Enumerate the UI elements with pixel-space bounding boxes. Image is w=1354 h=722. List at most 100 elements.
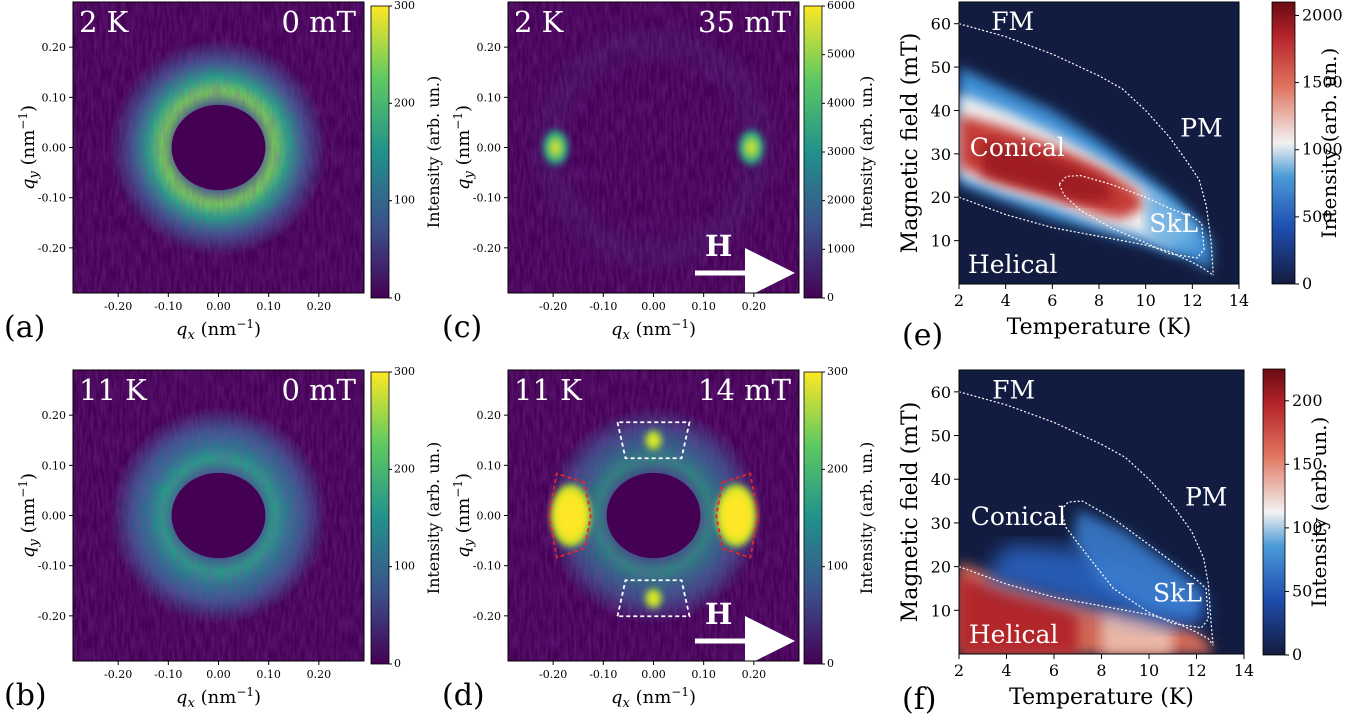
y-tick-label: -0.20 bbox=[473, 242, 501, 255]
colorbar-tick-label: 4000 bbox=[827, 96, 855, 109]
x-tick-label: -0.20 bbox=[539, 300, 567, 313]
panel-label: (a) bbox=[4, 310, 45, 345]
x-tick-label: -0.10 bbox=[589, 300, 617, 313]
panel-b: 11 K 0 mT -0.20 -0.10 0.00 0.10 0.20 0.20 0.10 0.… bbox=[4, 365, 443, 713]
y-tick-label: 40 bbox=[931, 101, 951, 120]
colorbar-tick-label: 100 bbox=[1292, 518, 1323, 537]
colorbar-tick-label: 200 bbox=[1292, 391, 1323, 410]
y-tick-label: -0.20 bbox=[38, 242, 66, 255]
colorbar-label: Intensity (arb. un.) bbox=[857, 442, 876, 595]
x-tick-label: 2 bbox=[954, 291, 964, 310]
panel-label: (b) bbox=[4, 678, 47, 713]
x-tick-label: 10 bbox=[1139, 661, 1159, 680]
colorbar-tick-label: 0 bbox=[394, 291, 401, 304]
plot-area: 11 K 0 mT bbox=[73, 370, 364, 661]
field-arrow-label: H bbox=[705, 597, 732, 631]
x-tick-label: 4 bbox=[1001, 661, 1011, 680]
x-tick-label: 0.20 bbox=[742, 300, 767, 313]
colorbar-tick-label: 500 bbox=[1302, 207, 1333, 226]
axis-label-y: qy (nm−1) bbox=[16, 473, 42, 558]
x-tick-label: 0.20 bbox=[307, 668, 332, 681]
colorbar-tick-label: 50 bbox=[1292, 581, 1312, 600]
colorbar-tick-label: 300 bbox=[827, 365, 848, 378]
axis-label-x: qx (nm−1) bbox=[176, 685, 261, 711]
field-label: 14 mT bbox=[698, 373, 792, 407]
y-tick-label: 50 bbox=[931, 58, 951, 77]
skl-phase-boundary bbox=[1058, 174, 1205, 259]
x-axis-label: Temperature (K) bbox=[1007, 315, 1192, 340]
y-tick-label: 0.20 bbox=[477, 409, 502, 422]
colorbar bbox=[1262, 368, 1286, 656]
temperature-label: 11 K bbox=[514, 373, 583, 407]
colorbar-tick-label: 0 bbox=[1292, 645, 1302, 664]
x-tick-label: 8 bbox=[1096, 661, 1106, 680]
x-tick-label: 0.20 bbox=[742, 668, 767, 681]
panel-label: (d) bbox=[442, 678, 485, 713]
panel-f: FM PM Conical SkL Helical 2 4 6 8 10 12 14 10 20 30 40 5… bbox=[898, 368, 1331, 717]
panel-label: (f) bbox=[902, 682, 937, 717]
y-tick-label: -0.10 bbox=[473, 192, 501, 205]
skl-phase-boundary bbox=[1060, 500, 1210, 629]
y-tick-label: -0.10 bbox=[38, 192, 66, 205]
colorbar-tick-label: 0 bbox=[827, 291, 834, 304]
panel-label: (c) bbox=[442, 310, 482, 345]
y-tick-label: 0.10 bbox=[42, 459, 67, 472]
integration-sector bbox=[616, 421, 691, 460]
bragg-peak bbox=[714, 481, 759, 550]
colorbar-tick-label: 200 bbox=[827, 462, 848, 475]
colorbar bbox=[803, 5, 823, 299]
colorbar-label: Intensity (arb. un.) bbox=[424, 76, 443, 229]
colorbar-label: Intensity (arb. un.) bbox=[1317, 48, 1341, 239]
x-tick-label: 0.00 bbox=[206, 300, 231, 313]
y-tick-label: 0.20 bbox=[42, 409, 67, 422]
plot-area: 11 K 14 mT H bbox=[508, 370, 799, 661]
skl-intensity bbox=[1073, 509, 1204, 619]
region-label-conical: Conical bbox=[971, 502, 1066, 531]
colorbar bbox=[370, 5, 390, 299]
y-tick-label: -0.20 bbox=[473, 610, 501, 623]
y-tick-label: 30 bbox=[931, 145, 951, 164]
colorbar bbox=[803, 371, 823, 665]
y-tick-label: 60 bbox=[931, 383, 951, 402]
region-label-conical: Conical bbox=[970, 133, 1065, 162]
region-label-pm: PM bbox=[1185, 482, 1227, 511]
axis-label-y: qy (nm−1) bbox=[16, 105, 42, 190]
x-tick-label: -0.20 bbox=[104, 300, 132, 313]
colorbar-tick-label: 3000 bbox=[827, 145, 855, 158]
y-tick-label: 20 bbox=[931, 188, 951, 207]
axis-label-y: qy (nm−1) bbox=[451, 473, 477, 558]
y-tick-label: 60 bbox=[931, 15, 951, 34]
conical-helical-boundary bbox=[959, 196, 1214, 276]
y-axis-label: Magnetic field (mT) bbox=[898, 33, 923, 254]
y-tick-label: 20 bbox=[931, 558, 951, 577]
x-tick-label: 2 bbox=[954, 661, 964, 680]
panel-d: 11 K 14 mT H -0.20 -0.10 0.00 0.10 0.20 0.20 0.10… bbox=[442, 365, 876, 713]
fm-phase-boundary bbox=[959, 23, 1214, 276]
y-tick-label: 0.00 bbox=[477, 142, 502, 155]
x-tick-label: -0.10 bbox=[154, 300, 182, 313]
colorbar-tick-label: 6000 bbox=[827, 0, 855, 12]
bragg-peak bbox=[641, 426, 666, 455]
field-label: 0 mT bbox=[281, 373, 356, 407]
y-tick-label: 10 bbox=[931, 601, 951, 620]
colorbar-tick-label: 0 bbox=[394, 657, 401, 670]
colorbar-tick-label: 300 bbox=[394, 0, 415, 12]
colorbar-tick-label: 1500 bbox=[1302, 73, 1343, 92]
y-tick-label: 10 bbox=[931, 232, 951, 251]
y-tick-label: 0.00 bbox=[42, 142, 67, 155]
field-arrow-label: H bbox=[705, 229, 732, 263]
region-label-fm: FM bbox=[991, 7, 1034, 36]
colorbar-label: Intensity (arb. un.) bbox=[424, 442, 443, 595]
plot-area: 2 K 35 mT H bbox=[508, 2, 799, 293]
integration-sector bbox=[715, 472, 760, 559]
field-label: 35 mT bbox=[698, 5, 792, 39]
bragg-peak bbox=[641, 584, 666, 613]
y-tick-label: 0.00 bbox=[42, 510, 67, 523]
skl-intensity bbox=[1145, 188, 1202, 254]
colorbar-tick-label: 100 bbox=[394, 560, 415, 573]
colorbar-tick-label: 0 bbox=[827, 657, 834, 670]
x-tick-label: -0.10 bbox=[154, 668, 182, 681]
panel-c: 2 K 35 mT H -0.20 -0.10 0.00 0.10 0.20 0.20 0.10 0… bbox=[442, 0, 876, 345]
conical-helical-boundary bbox=[959, 566, 1214, 646]
